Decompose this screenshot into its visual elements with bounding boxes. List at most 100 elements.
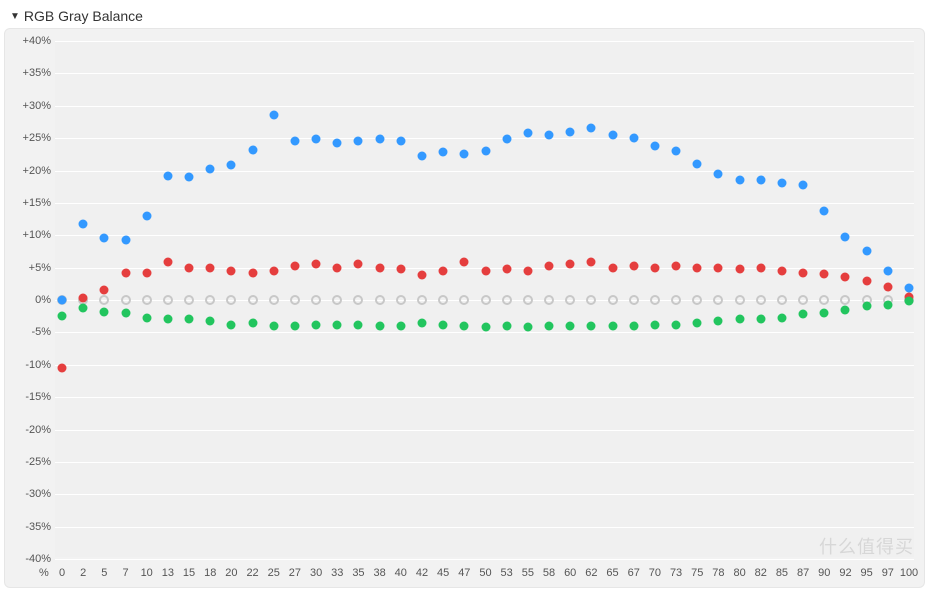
y-tick-label: +25% [5,132,51,144]
blue-point [248,145,257,154]
x-tick-label: 55 [522,567,534,579]
x-tick-label: 62 [585,567,597,579]
reference-marker [121,295,131,305]
reference-marker [502,295,512,305]
blue-point [100,234,109,243]
blue-point [142,211,151,220]
reference-marker [142,295,152,305]
x-tick-label: 38 [374,567,386,579]
disclosure-triangle-icon: ▼ [10,11,20,22]
green-point [417,318,426,327]
y-tick-label: -35% [5,521,51,533]
red-point [439,266,448,275]
gridline [55,171,914,172]
blue-point [629,134,638,143]
red-point [227,266,236,275]
green-point [312,320,321,329]
green-point [545,321,554,330]
gridline [55,430,914,431]
x-tick-label: 0 [59,567,65,579]
reference-marker [629,295,639,305]
red-point [333,263,342,272]
rgb-gray-balance-panel: ▼ RGB Gray Balance % 什么值得买 +40%+35%+30%+… [4,4,925,588]
reference-marker [248,295,258,305]
x-tick-label: 90 [818,567,830,579]
red-point [672,262,681,271]
x-tick-label: 75 [691,567,703,579]
green-point [100,307,109,316]
y-tick-label: +15% [5,197,51,209]
x-tick-label: 92 [839,567,851,579]
gridline [55,397,914,398]
reference-marker [671,295,681,305]
red-point [354,260,363,269]
gridline [55,494,914,495]
blue-point [460,150,469,159]
blue-point [312,135,321,144]
red-point [735,264,744,273]
x-axis-label: % [39,567,49,579]
reference-marker [777,295,787,305]
green-point [523,323,532,332]
reference-marker [544,295,554,305]
red-point [629,262,638,271]
y-tick-label: +40% [5,35,51,47]
x-tick-label: 67 [628,567,640,579]
blue-point [163,171,172,180]
red-point [248,268,257,277]
reference-marker [798,295,808,305]
reference-marker [184,295,194,305]
green-point [142,314,151,323]
y-tick-label: -30% [5,488,51,500]
blue-point [608,130,617,139]
x-tick-label: 87 [797,567,809,579]
gridline [55,203,914,204]
red-point [523,266,532,275]
red-point [290,262,299,271]
panel-header[interactable]: ▼ RGB Gray Balance [4,4,925,28]
gridline [55,106,914,107]
gridline [55,138,914,139]
reference-marker [650,295,660,305]
green-point [777,314,786,323]
reference-marker [417,295,427,305]
reference-marker [608,295,618,305]
x-tick-label: 5 [101,567,107,579]
x-tick-label: 13 [162,567,174,579]
gridline [55,559,914,560]
y-tick-label: 0% [5,294,51,306]
x-tick-label: 60 [564,567,576,579]
blue-point [756,176,765,185]
reference-marker [332,295,342,305]
red-point [396,264,405,273]
green-point [566,321,575,330]
green-point [841,305,850,314]
red-point [375,263,384,272]
green-point [693,318,702,327]
x-tick-label: 7 [122,567,128,579]
blue-point [862,247,871,256]
red-point [269,266,278,275]
green-point [354,320,363,329]
red-point [460,258,469,267]
green-point [79,303,88,312]
red-point [799,268,808,277]
green-point [883,301,892,310]
green-point [375,321,384,330]
reference-marker [840,295,850,305]
blue-point [121,236,130,245]
y-tick-label: -5% [5,326,51,338]
green-point [163,315,172,324]
gridline [55,527,914,528]
x-tick-label: 42 [416,567,428,579]
green-point [502,321,511,330]
red-point [883,283,892,292]
reference-marker [692,295,702,305]
red-point [714,263,723,272]
gridline [55,462,914,463]
red-point [841,273,850,282]
green-point [862,302,871,311]
x-tick-label: 10 [141,567,153,579]
x-tick-label: 85 [776,567,788,579]
blue-point [523,128,532,137]
